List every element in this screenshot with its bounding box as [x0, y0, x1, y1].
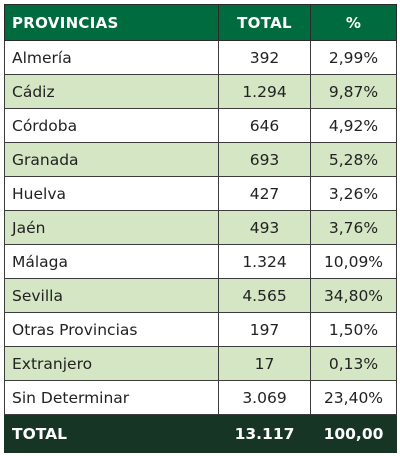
- province-percent: 3,26%: [310, 176, 397, 211]
- table-body: Almería 392 2,99% Cádiz 1.294 9,87% Córd…: [4, 40, 397, 415]
- column-header-percent: %: [310, 4, 397, 41]
- column-header-provinces: PROVINCIAS: [4, 4, 219, 41]
- table-row: Granada 693 5,28%: [4, 142, 397, 177]
- table-row: Málaga 1.324 10,09%: [4, 244, 397, 279]
- table-footer: TOTAL 13.117 100,00: [4, 414, 397, 453]
- province-total: 1.294: [218, 74, 311, 109]
- table-row: Sin Determinar 3.069 23,40%: [4, 380, 397, 415]
- province-total: 1.324: [218, 244, 311, 279]
- province-name: Córdoba: [4, 108, 219, 143]
- province-name: Almería: [4, 40, 219, 75]
- province-percent: 5,28%: [310, 142, 397, 177]
- table-row: Otras Provincias 197 1,50%: [4, 312, 397, 347]
- province-total: 392: [218, 40, 311, 75]
- province-name: Jaén: [4, 210, 219, 245]
- province-total: 3.069: [218, 380, 311, 415]
- grand-total: 13.117: [218, 414, 311, 453]
- province-name: Málaga: [4, 244, 219, 279]
- table-row: Córdoba 646 4,92%: [4, 108, 397, 143]
- province-name: Cádiz: [4, 74, 219, 109]
- province-percent: 34,80%: [310, 278, 397, 313]
- table-row: Cádiz 1.294 9,87%: [4, 74, 397, 109]
- table-header: PROVINCIAS TOTAL %: [4, 4, 397, 41]
- province-percent: 4,92%: [310, 108, 397, 143]
- province-percent: 0,13%: [310, 346, 397, 381]
- province-percent: 3,76%: [310, 210, 397, 245]
- province-name: Sevilla: [4, 278, 219, 313]
- province-name: Sin Determinar: [4, 380, 219, 415]
- province-name: Otras Provincias: [4, 312, 219, 347]
- province-total: 646: [218, 108, 311, 143]
- table-row: Almería 392 2,99%: [4, 40, 397, 75]
- province-name: Granada: [4, 142, 219, 177]
- province-total: 197: [218, 312, 311, 347]
- provinces-table: PROVINCIAS TOTAL % Almería 392 2,99% Cád…: [4, 4, 397, 453]
- province-percent: 10,09%: [310, 244, 397, 279]
- header-row: PROVINCIAS TOTAL %: [4, 4, 397, 41]
- province-total: 4.565: [218, 278, 311, 313]
- table-row: Extranjero 17 0,13%: [4, 346, 397, 381]
- province-total: 427: [218, 176, 311, 211]
- province-total: 17: [218, 346, 311, 381]
- province-percent: 9,87%: [310, 74, 397, 109]
- total-row: TOTAL 13.117 100,00: [4, 414, 397, 453]
- province-percent: 1,50%: [310, 312, 397, 347]
- column-header-total: TOTAL: [218, 4, 311, 41]
- province-percent: 23,40%: [310, 380, 397, 415]
- province-name: Huelva: [4, 176, 219, 211]
- province-percent: 2,99%: [310, 40, 397, 75]
- table-row: Jaén 493 3,76%: [4, 210, 397, 245]
- province-total: 693: [218, 142, 311, 177]
- table-row: Huelva 427 3,26%: [4, 176, 397, 211]
- province-name: Extranjero: [4, 346, 219, 381]
- total-label: TOTAL: [4, 414, 219, 453]
- grand-percent: 100,00: [310, 414, 397, 453]
- province-total: 493: [218, 210, 311, 245]
- table-row: Sevilla 4.565 34,80%: [4, 278, 397, 313]
